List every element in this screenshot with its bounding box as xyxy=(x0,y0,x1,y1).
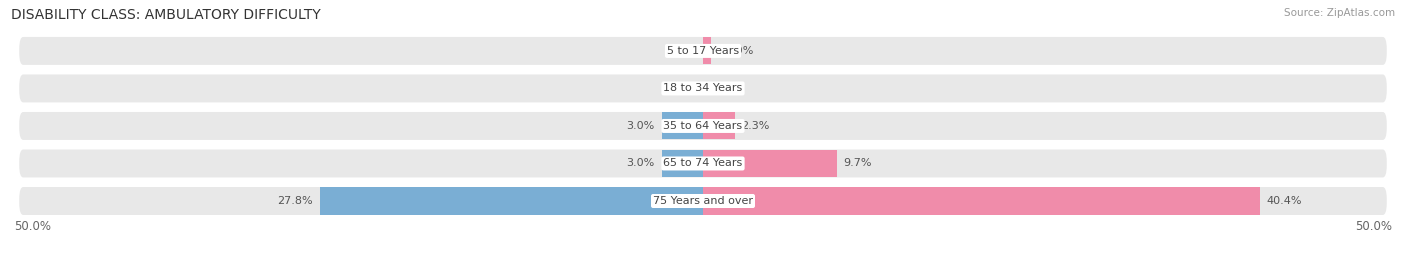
Text: 5 to 17 Years: 5 to 17 Years xyxy=(666,46,740,56)
FancyBboxPatch shape xyxy=(18,111,1388,141)
Bar xyxy=(662,113,703,139)
Bar xyxy=(703,188,1260,214)
Text: 35 to 64 Years: 35 to 64 Years xyxy=(664,121,742,131)
Text: 0.59%: 0.59% xyxy=(718,46,754,56)
Text: 40.4%: 40.4% xyxy=(1267,196,1302,206)
Text: 9.7%: 9.7% xyxy=(844,158,872,169)
Text: 75 Years and over: 75 Years and over xyxy=(652,196,754,206)
Bar xyxy=(703,113,735,139)
FancyBboxPatch shape xyxy=(18,36,1388,66)
FancyBboxPatch shape xyxy=(18,73,1388,103)
FancyBboxPatch shape xyxy=(18,148,1388,178)
Bar xyxy=(321,188,703,214)
Text: 3.0%: 3.0% xyxy=(627,121,655,131)
Text: 0.0%: 0.0% xyxy=(668,83,696,94)
Text: 2.3%: 2.3% xyxy=(741,121,770,131)
Text: 0.0%: 0.0% xyxy=(710,83,738,94)
Text: 50.0%: 50.0% xyxy=(14,220,51,233)
Text: DISABILITY CLASS: AMBULATORY DIFFICULTY: DISABILITY CLASS: AMBULATORY DIFFICULTY xyxy=(11,8,321,22)
Bar xyxy=(662,150,703,177)
Text: 18 to 34 Years: 18 to 34 Years xyxy=(664,83,742,94)
Text: 65 to 74 Years: 65 to 74 Years xyxy=(664,158,742,169)
Text: 27.8%: 27.8% xyxy=(277,196,314,206)
Text: 50.0%: 50.0% xyxy=(1355,220,1392,233)
Text: 3.0%: 3.0% xyxy=(627,158,655,169)
FancyBboxPatch shape xyxy=(18,186,1388,216)
Bar xyxy=(703,150,837,177)
Text: Source: ZipAtlas.com: Source: ZipAtlas.com xyxy=(1284,8,1395,18)
Bar xyxy=(703,38,711,64)
Text: 0.0%: 0.0% xyxy=(668,46,696,56)
